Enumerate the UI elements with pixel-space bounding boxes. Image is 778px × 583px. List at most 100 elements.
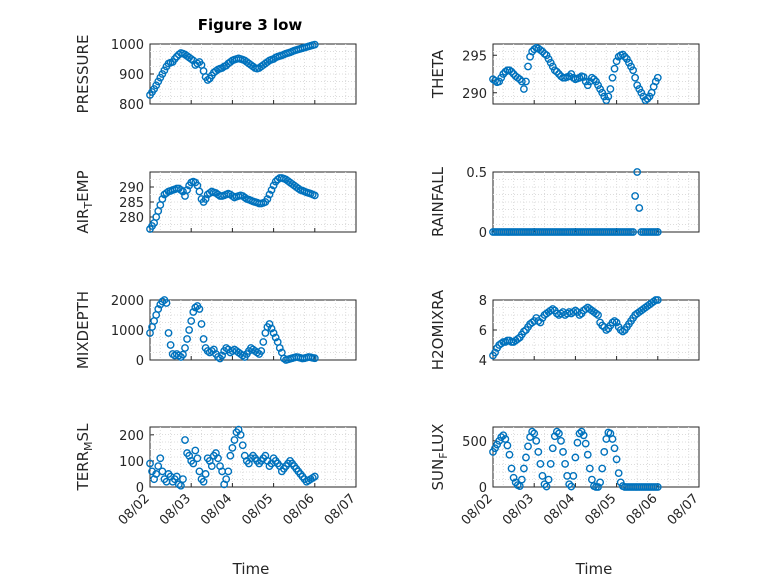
data-point — [505, 450, 514, 459]
data-point — [522, 453, 530, 462]
data-point — [544, 55, 553, 63]
y-tick-label: 8 — [479, 294, 487, 309]
x-tick-label: 08/05 — [239, 491, 276, 528]
data-point — [592, 77, 600, 86]
data-point — [581, 77, 590, 86]
data-point — [530, 429, 539, 438]
data-point — [542, 482, 551, 491]
y-tick-label: 280 — [119, 211, 144, 226]
x-axis-label-left: Time — [232, 560, 270, 578]
data-point — [546, 460, 555, 468]
data-point — [534, 448, 543, 456]
data-point — [614, 469, 623, 478]
data-point — [585, 464, 594, 473]
data-point — [179, 350, 187, 359]
data-point — [310, 472, 319, 481]
y-tick-label: 6 — [479, 324, 487, 339]
data-point — [156, 454, 165, 463]
data-point — [561, 460, 569, 468]
data-point — [583, 81, 592, 90]
data-point — [164, 329, 173, 337]
subplot-pressure: 800 900 1000 PRESSURE — [74, 35, 357, 114]
data-point — [557, 436, 565, 445]
data-point — [236, 430, 245, 439]
data-point — [567, 482, 576, 491]
data-point — [590, 75, 598, 84]
data-point — [540, 480, 549, 489]
data-point — [195, 305, 204, 313]
x-tick-label: 08/07 — [322, 491, 359, 528]
data-point — [612, 318, 621, 327]
data-point — [610, 64, 619, 73]
subplot-mixdepth: 0 1000 2000 MIXDEPTH — [74, 291, 357, 369]
data-point — [154, 305, 163, 313]
y-tick-label: 0 — [136, 481, 144, 496]
y-axis-label: THETA — [429, 49, 447, 99]
data-point — [575, 429, 584, 438]
data-point — [583, 450, 592, 459]
data-point — [571, 453, 580, 462]
data-point — [631, 73, 640, 82]
data-point — [538, 472, 547, 480]
data-point — [544, 475, 553, 484]
data-point — [267, 186, 276, 194]
data-point — [536, 460, 545, 468]
data-point — [594, 81, 602, 90]
y-tick-label: 4 — [479, 354, 487, 369]
data-point — [193, 454, 202, 463]
data-point — [610, 444, 619, 453]
data-point — [524, 62, 532, 71]
data-point — [645, 92, 654, 101]
subplot-terr_msl: 0 100 200 08/02 08/03 08/04 08/05 08/06 08/07 TER… — [74, 423, 359, 528]
data-point — [310, 40, 319, 49]
y-tick-label: 0 — [136, 354, 144, 369]
data-point — [532, 436, 541, 445]
subplot-theta: 290 295 THETA — [429, 43, 700, 105]
data-point — [152, 81, 161, 90]
data-point — [569, 472, 578, 480]
data-point — [548, 62, 557, 71]
data-point — [179, 475, 187, 484]
data-point — [600, 92, 609, 101]
y-tick-label: 1000 — [111, 38, 144, 53]
data-point — [604, 92, 613, 101]
y-axis-label: TERRMSL — [74, 423, 95, 492]
data-point — [310, 354, 319, 363]
y-axis-label: PRESSURE — [74, 35, 92, 114]
data-point — [653, 228, 662, 236]
data-point — [520, 464, 528, 473]
data-point — [228, 443, 237, 452]
data-point — [598, 88, 607, 97]
data-point — [162, 299, 171, 307]
data-point — [546, 58, 555, 67]
x-tick-label: 08/02 — [116, 491, 153, 528]
data-point — [509, 473, 518, 482]
data-point — [224, 467, 233, 476]
data-point — [524, 442, 532, 451]
y-tick-label: 295 — [462, 49, 487, 64]
data-point — [643, 94, 652, 103]
data-point — [191, 446, 200, 455]
x-tick-label: 08/06 — [281, 491, 318, 528]
y-tick-label: 0 — [479, 481, 487, 496]
data-point — [522, 77, 530, 86]
data-point — [181, 344, 189, 352]
data-point — [201, 195, 210, 203]
data-point — [154, 77, 163, 86]
data-point — [271, 333, 280, 342]
data-point — [629, 228, 637, 236]
data-point — [594, 483, 602, 491]
data-point — [653, 483, 662, 491]
data-point — [491, 348, 499, 357]
data-point — [497, 73, 506, 82]
y-axis-label: AIRTEMP — [74, 170, 95, 233]
y-tick-label: 0 — [479, 226, 487, 241]
x-tick-label: 08/03 — [500, 491, 537, 528]
data-point — [172, 472, 181, 481]
data-point — [627, 62, 635, 71]
data-point — [559, 448, 567, 456]
data-point — [269, 181, 278, 190]
y-tick-label: 290 — [119, 181, 144, 196]
